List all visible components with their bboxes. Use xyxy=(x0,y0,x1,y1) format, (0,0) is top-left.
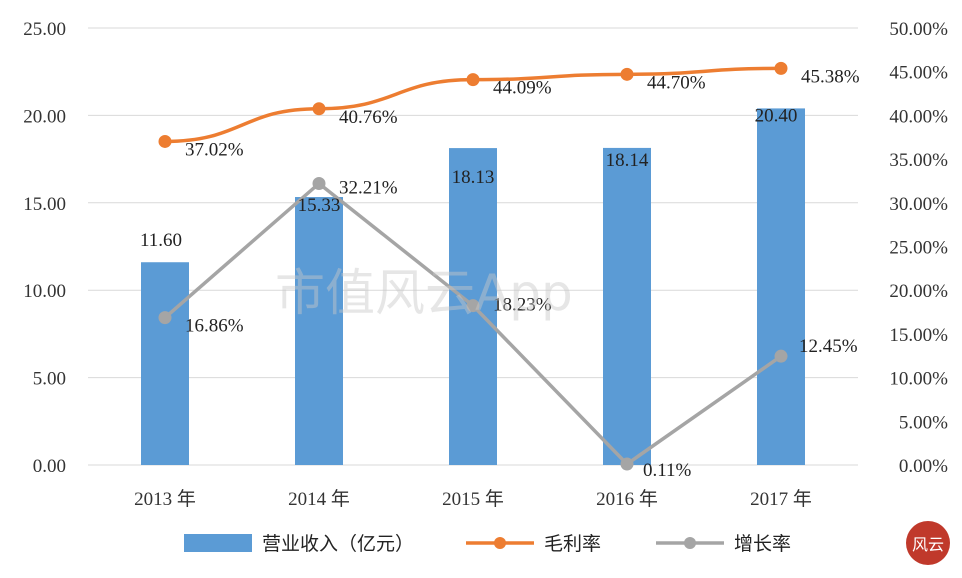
y-right-tick-label: 5.00% xyxy=(899,412,948,433)
rate-lines xyxy=(158,61,788,471)
gross-margin-point xyxy=(158,134,172,148)
y-right-tick-label: 50.00% xyxy=(889,19,948,40)
growth-rate-point xyxy=(312,176,326,190)
legend-marker-gross-margin xyxy=(494,537,506,549)
legend-label-gross-margin: 毛利率 xyxy=(544,533,601,555)
revenue-data-label: 18.14 xyxy=(606,150,649,171)
revenue-data-label: 15.33 xyxy=(298,195,341,216)
y-left-tick-label: 0.00 xyxy=(33,456,66,477)
growth-rate-point xyxy=(774,349,788,363)
y-right-tick-label: 40.00% xyxy=(889,106,948,127)
data-labels: 11.60 15.33 18.13 18.14 20.40 37.02% 40.76% 44.… xyxy=(140,66,860,481)
y-right-tick-label: 35.00% xyxy=(889,150,948,171)
seal-text: 风云 xyxy=(912,535,944,554)
gross-margin-point xyxy=(466,73,480,87)
axes: 0.00 5.00 10.00 15.00 20.00 25.00 0.00% 5.00% 10… xyxy=(23,19,948,510)
legend-label-growth: 增长率 xyxy=(734,533,791,555)
x-tick-label: 2015 年 xyxy=(442,488,504,510)
gross-margin-point xyxy=(312,102,326,116)
watermark-text: 市值风云App xyxy=(275,264,573,322)
y-left-tick-label: 15.00 xyxy=(23,194,66,215)
x-tick-label: 2013 年 xyxy=(134,488,196,510)
revenue-bar xyxy=(141,262,189,465)
growth-rate-point xyxy=(620,457,634,471)
revenue-bar xyxy=(757,108,805,466)
y-left-tick-label: 5.00 xyxy=(33,369,66,390)
growth-rate-point xyxy=(158,311,172,325)
gross-margin-data-label: 44.09% xyxy=(493,78,552,99)
revenue-bar xyxy=(295,197,343,465)
y-right-tick-label: 10.00% xyxy=(889,369,948,390)
x-tick-label: 2016 年 xyxy=(596,488,658,510)
revenue-data-label: 11.60 xyxy=(140,230,182,251)
x-tick-label: 2014 年 xyxy=(288,488,350,510)
growth-rate-data-label: 32.21% xyxy=(339,177,398,198)
revenue-bar xyxy=(603,147,651,466)
y-right-tick-label: 45.00% xyxy=(889,63,948,84)
legend: 营业收入（亿元） 毛利率 增长率 xyxy=(184,533,791,555)
y-right-tick-label: 25.00% xyxy=(889,238,948,259)
growth-rate-data-label: 12.45% xyxy=(799,336,858,357)
y-right-tick-label: 20.00% xyxy=(889,281,948,302)
revenue-data-label: 20.40 xyxy=(755,105,798,126)
gross-margin-point xyxy=(774,61,788,75)
seal-logo: 风云 xyxy=(906,521,950,565)
y-left-tick-label: 25.00 xyxy=(23,19,66,40)
gross-margin-point xyxy=(620,67,634,81)
growth-rate-data-label: 0.11% xyxy=(643,460,692,481)
gross-margin-data-label: 45.38% xyxy=(801,66,860,87)
y-left-tick-label: 10.00 xyxy=(23,281,66,302)
legend-label-revenue: 营业收入（亿元） xyxy=(262,533,414,555)
growth-rate-data-label: 18.23% xyxy=(493,295,552,316)
gross-margin-data-label: 37.02% xyxy=(185,139,244,160)
legend-marker-growth xyxy=(684,537,696,549)
gross-margin-data-label: 40.76% xyxy=(339,107,398,128)
gross-margin-data-label: 44.70% xyxy=(647,72,706,93)
legend-swatch-revenue xyxy=(184,534,252,552)
y-right-tick-label: 30.00% xyxy=(889,194,948,215)
growth-rate-data-label: 16.86% xyxy=(185,316,244,337)
revenue-data-label: 18.13 xyxy=(452,167,495,188)
y-left-tick-label: 20.00 xyxy=(23,106,66,127)
x-tick-label: 2017 年 xyxy=(750,488,812,510)
growth-rate-point xyxy=(466,299,480,313)
y-right-tick-label: 15.00% xyxy=(889,325,948,346)
y-right-tick-label: 0.00% xyxy=(899,456,948,477)
